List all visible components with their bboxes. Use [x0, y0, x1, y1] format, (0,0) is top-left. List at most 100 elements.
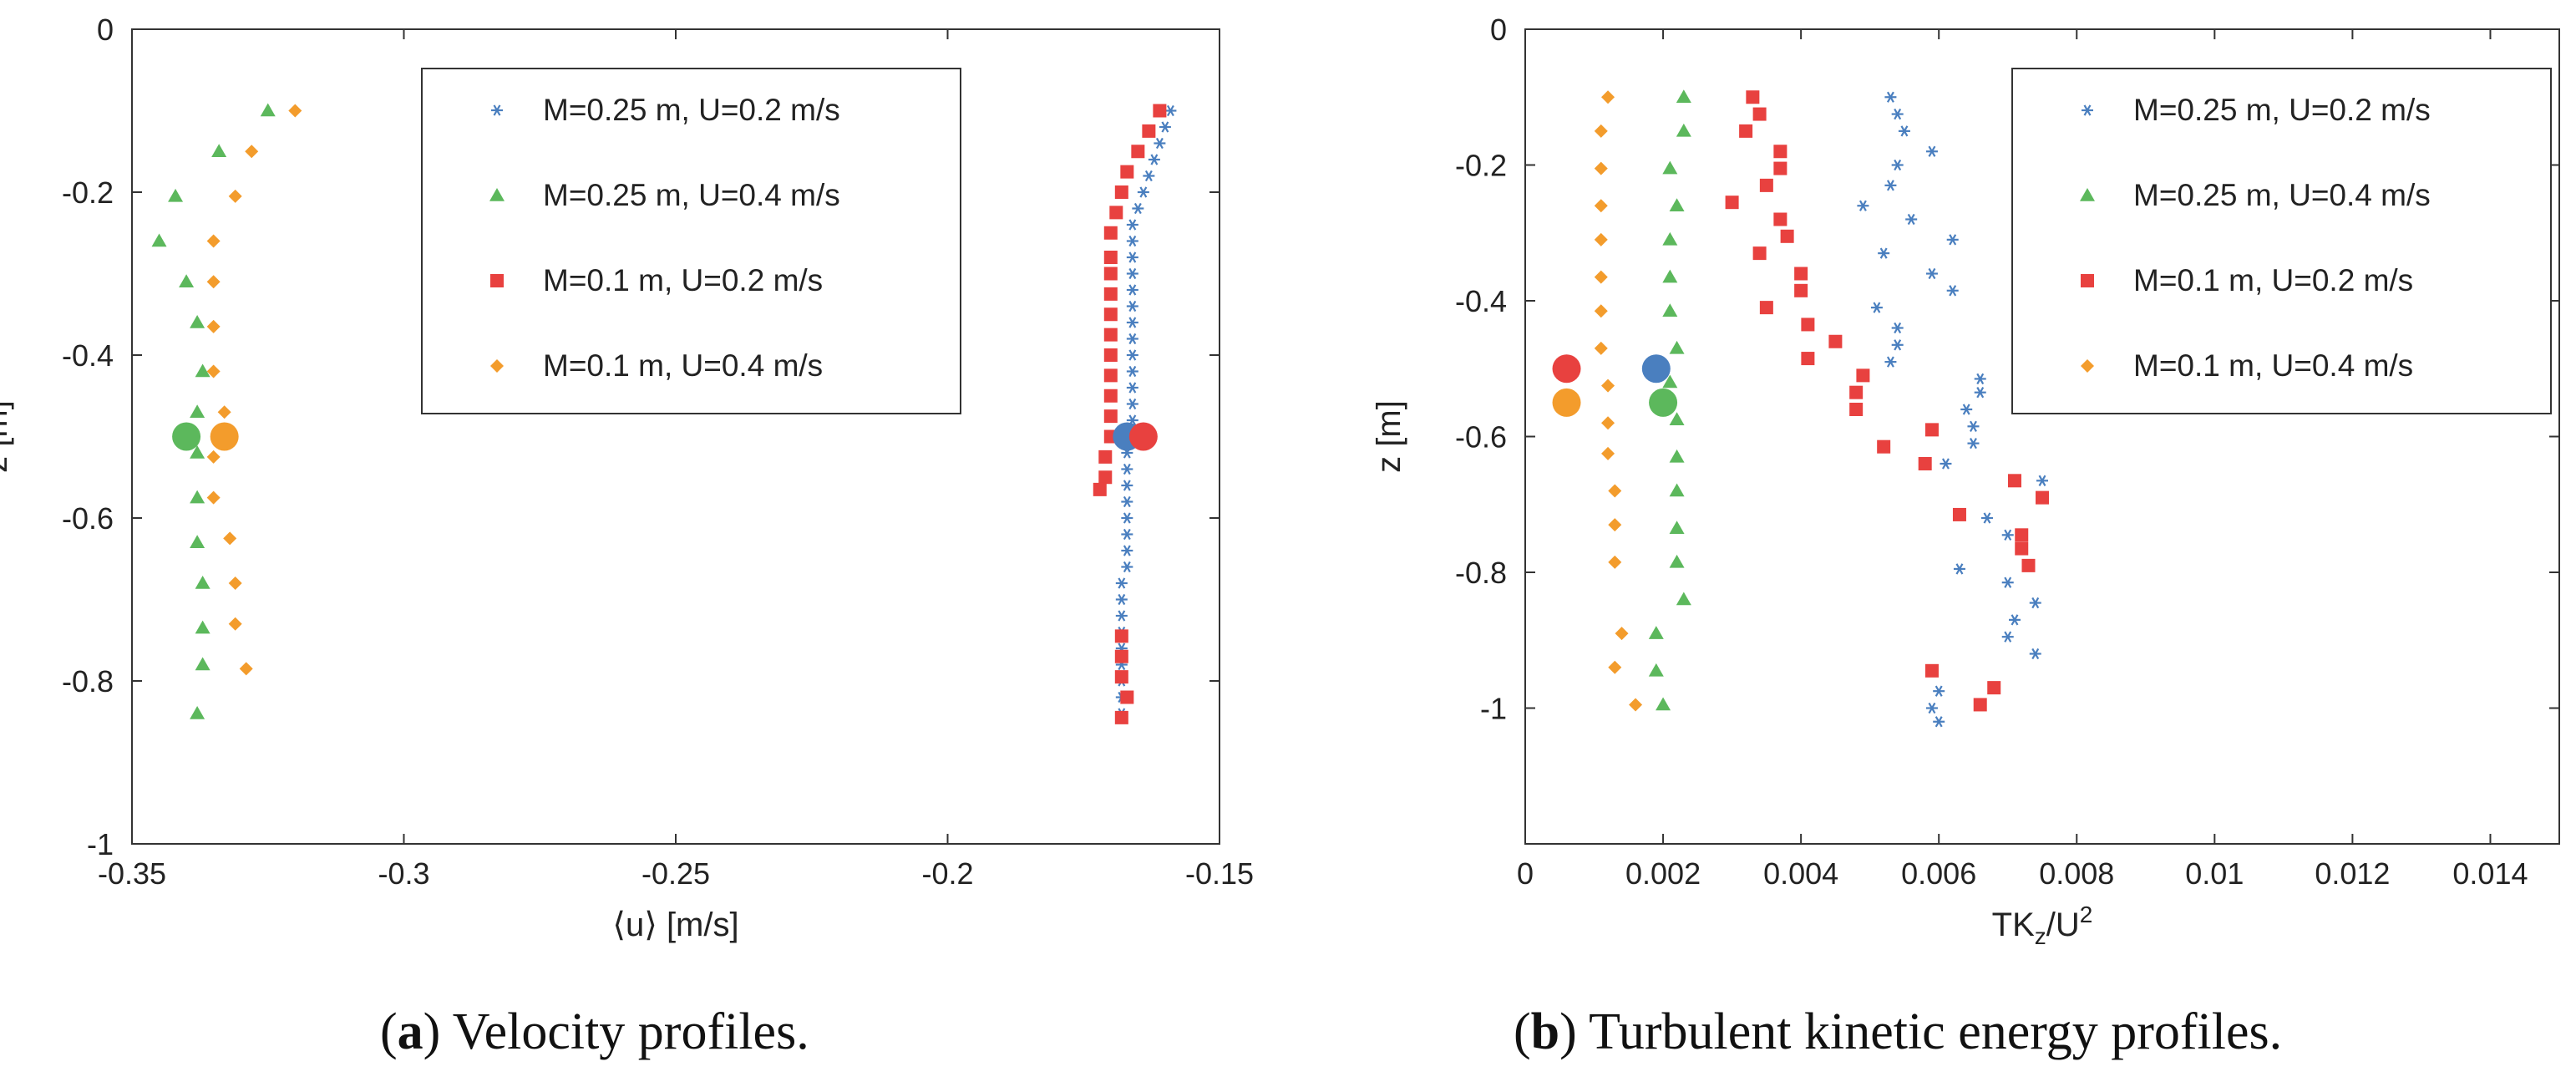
data-point	[1114, 649, 1128, 663]
data-point	[1594, 270, 1608, 284]
legend-entry: M=0.1 m, U=0.2 m/s	[2133, 263, 2413, 297]
data-point	[1132, 202, 1144, 215]
series-3	[1093, 104, 1167, 724]
data-point	[1780, 229, 1794, 243]
data-point	[1126, 235, 1138, 247]
data-point	[2036, 490, 2049, 505]
data-point	[206, 275, 221, 289]
data-point	[190, 706, 205, 719]
data-point	[1098, 470, 1113, 485]
data-point	[223, 531, 237, 546]
y-axis-label: z [m]	[1371, 400, 1407, 473]
data-point	[1115, 610, 1128, 622]
data-point	[1648, 663, 1664, 677]
data-point	[206, 234, 221, 248]
legend: M=0.25 m, U=0.2 m/s M=0.25 m, U=0.4 m/s M=…	[421, 68, 961, 414]
y-tick-label: -1	[87, 827, 114, 861]
x-tick-label: 0.014	[2452, 856, 2528, 891]
legend-marker	[2080, 188, 2095, 201]
legend-entry: M=0.1 m, U=0.2 m/s	[543, 263, 823, 297]
data-point	[1103, 267, 1118, 281]
data-point	[2001, 529, 2014, 541]
y-tick-label: -0.8	[62, 664, 114, 698]
legend-entry: M=0.25 m, U=0.2 m/s	[543, 93, 840, 127]
mean-point-series-4	[210, 422, 239, 451]
data-point	[195, 576, 210, 589]
data-point	[1154, 137, 1166, 150]
legend-box	[2011, 68, 2552, 414]
data-point	[1103, 307, 1118, 322]
data-point	[1662, 160, 1678, 175]
data-point	[168, 188, 184, 202]
data-point	[2036, 475, 2048, 486]
data-point	[1121, 495, 1133, 508]
data-point	[1103, 409, 1118, 424]
y-tick-label: -0.6	[62, 501, 114, 536]
data-point	[1752, 107, 1767, 121]
data-point	[1121, 561, 1133, 573]
data-point	[1884, 356, 1897, 368]
data-point	[1126, 300, 1138, 312]
x-axis-label: ⟨u⟩ [m/s]	[612, 907, 738, 943]
data-point	[1857, 200, 1869, 211]
data-point	[1746, 90, 1760, 104]
data-point	[245, 145, 259, 159]
data-point	[206, 490, 221, 505]
legend-marker	[489, 188, 505, 201]
y-tick-label: -0.4	[62, 338, 114, 373]
data-point	[228, 617, 242, 631]
data-point	[1828, 334, 1843, 348]
y-tick-label: -0.2	[1455, 149, 1507, 183]
data-point	[1773, 161, 1787, 175]
data-point	[1126, 365, 1138, 378]
data-point	[179, 274, 195, 287]
data-point	[1877, 439, 1891, 454]
data-point	[2029, 648, 2041, 660]
data-point	[1594, 199, 1608, 213]
legend-marker	[2082, 104, 2093, 116]
data-point	[206, 319, 221, 333]
data-point	[1601, 416, 1615, 430]
data-point	[1960, 404, 1973, 415]
data-point	[1669, 198, 1685, 211]
mean-point-series-2	[172, 422, 201, 451]
data-point	[1103, 328, 1118, 342]
data-point	[1126, 349, 1138, 361]
data-point	[1126, 333, 1138, 345]
data-point	[1801, 352, 1815, 366]
data-point	[2008, 614, 2021, 626]
data-point	[1121, 512, 1133, 524]
data-point	[1142, 124, 1156, 138]
caption-b-letter: b	[1530, 1003, 1560, 1060]
data-point	[1103, 287, 1118, 301]
data-point	[206, 364, 221, 378]
data-point	[1594, 304, 1608, 318]
data-point	[1126, 398, 1138, 410]
data-point	[1103, 226, 1118, 240]
data-point	[1114, 710, 1128, 724]
data-point	[1098, 450, 1113, 464]
data-point	[1878, 247, 1890, 259]
data-point	[217, 405, 231, 419]
x-tick-label: 0.006	[1901, 856, 1976, 891]
x-tick-label: -0.35	[98, 856, 166, 891]
data-point	[1898, 125, 1910, 137]
y-tick-label: -0.8	[1455, 556, 1507, 590]
data-point	[1126, 267, 1138, 280]
data-point	[1126, 284, 1138, 296]
legend: M=0.25 m, U=0.2 m/s M=0.25 m, U=0.4 m/s M=…	[2011, 68, 2552, 414]
data-point	[2015, 541, 2029, 556]
legend-marker	[2081, 359, 2094, 373]
caption-a-text: Velocity profiles.	[452, 1003, 809, 1060]
legend-entry: M=0.25 m, U=0.4 m/s	[2133, 178, 2431, 212]
legend-marker	[490, 359, 504, 373]
data-point	[1662, 231, 1678, 246]
legend-marker	[2081, 274, 2094, 287]
data-point	[190, 535, 205, 548]
series-2	[151, 103, 276, 719]
data-point	[1856, 368, 1870, 383]
data-point	[206, 450, 221, 464]
y-tick-label: 0	[1490, 13, 1507, 47]
data-point	[228, 577, 242, 590]
y-axis-label: z [m]	[0, 400, 14, 473]
